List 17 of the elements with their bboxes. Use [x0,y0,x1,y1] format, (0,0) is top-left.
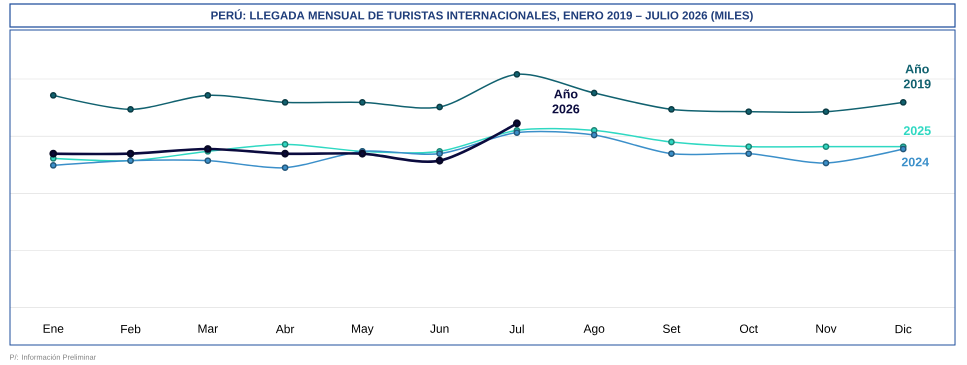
series-label: 2025 [904,126,931,136]
x-tick-label: Ene [44,324,64,333]
series-label: 2024 [902,158,930,166]
chart-title: PERÚ: LLEGADA MENSUAL DE TURISTAS INTERNACIONALES, ENERO 2019 – JULIO 2026 (MILES) [211,9,753,22]
text: Año 2026 [552,89,580,114]
x-tick-label: Jul [509,324,524,334]
x-tick-label: Abr [276,324,294,334]
x-tick-label: Jun [430,324,448,333]
series-label: Año 2019 [904,64,931,88]
x-tick-label: Feb [121,324,140,334]
x-tick-label: Ago [584,324,604,336]
x-tick-label: Nov [816,324,837,333]
x-tick-label: Set [663,324,680,333]
x-tick-label: May [352,324,374,336]
x-tick-label: Oct [740,324,758,333]
x-tick-label: Mar [198,324,218,333]
x-tick-label: Dic [896,324,912,334]
